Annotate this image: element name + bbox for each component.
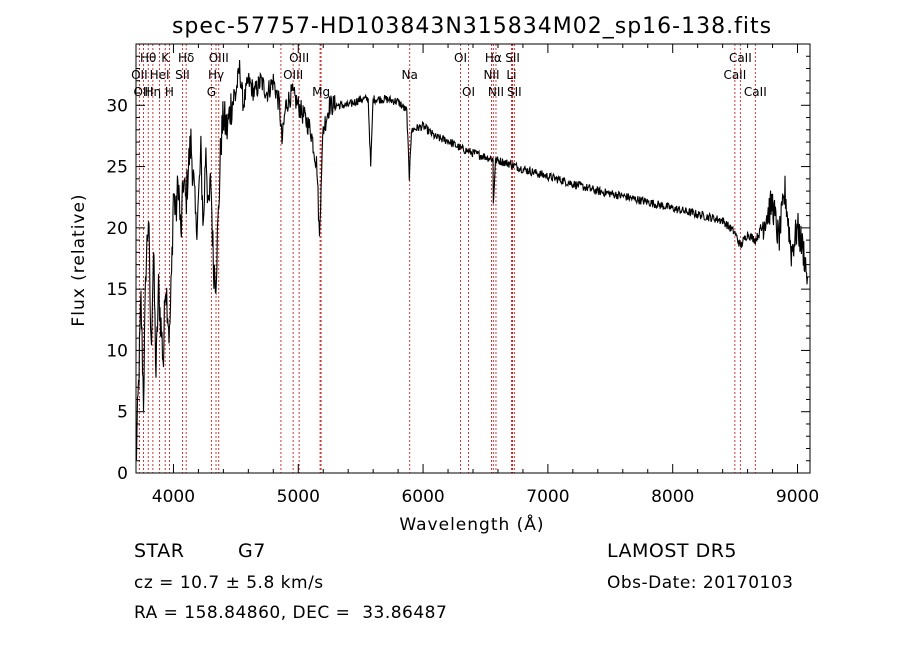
y-axis: 0 5 10 15 20 25 30 <box>106 43 810 484</box>
coordinates: RA = 158.84860, DEC = 33.86487 <box>134 603 448 623</box>
x-tick-label: 4000 <box>152 487 195 507</box>
line-label: OIII <box>283 68 303 82</box>
y-tick-label: 0 <box>117 464 128 484</box>
line-label: Hδ <box>178 51 194 65</box>
line-label: K <box>161 51 170 65</box>
x-axis: 4000 5000 6000 7000 8000 9000 <box>152 44 819 507</box>
line-label: OIII <box>209 51 229 65</box>
line-label: OI <box>462 85 475 99</box>
line-label: OIII <box>289 51 309 65</box>
y-tick-label: 25 <box>106 158 128 178</box>
x-tick-label: 7000 <box>526 487 569 507</box>
chart-title: spec-57757-HD103843N315834M02_sp16-138.f… <box>172 14 772 39</box>
spectral-line-markers <box>138 44 756 473</box>
line-label: Hη <box>145 85 162 99</box>
line-label: HeI <box>150 68 170 82</box>
line-label: OI <box>454 51 467 65</box>
survey-name: LAMOST DR5 <box>607 540 737 562</box>
y-tick-label: 15 <box>106 280 128 300</box>
y-tick-label: 5 <box>117 403 128 423</box>
line-label: SII <box>507 85 522 99</box>
line-label: CaII <box>744 85 767 99</box>
x-axis-label: Wavelength (Å) <box>399 513 544 535</box>
line-label: NII <box>488 85 504 99</box>
plot-frame <box>135 43 811 474</box>
line-label: SII <box>505 51 520 65</box>
y-tick-label: 30 <box>106 96 128 116</box>
line-label: Mg <box>312 85 330 99</box>
line-label: Hθ <box>140 51 156 65</box>
observation-date: Obs-Date: 20170103 <box>607 573 794 593</box>
redshift-cz: cz = 10.7 ± 5.8 km/s <box>134 573 324 593</box>
y-tick-label: 20 <box>106 219 128 239</box>
line-label: Hγ <box>208 68 224 82</box>
line-label: CaII <box>723 68 746 82</box>
x-tick-label: 8000 <box>651 487 694 507</box>
line-label: Na <box>402 68 418 82</box>
line-label: CaII <box>729 51 752 65</box>
line-label: OII <box>131 68 148 82</box>
line-label: SII <box>175 68 190 82</box>
x-tick-label: 6000 <box>401 487 444 507</box>
y-tick-label: 10 <box>106 341 128 361</box>
y-axis-label: Flux (relative) <box>69 193 89 326</box>
line-label: NII <box>483 68 499 82</box>
x-tick-label: 9000 <box>776 487 819 507</box>
line-label: Hα <box>485 51 502 65</box>
x-tick-label: 5000 <box>277 487 320 507</box>
line-label: OIII <box>133 85 153 99</box>
line-label: G <box>207 85 216 99</box>
spectral-subclass: G7 <box>238 540 266 562</box>
spectrum-line <box>135 59 809 461</box>
line-label: Li <box>506 68 516 82</box>
line-label: H <box>165 85 174 99</box>
object-type: STAR <box>134 540 185 562</box>
